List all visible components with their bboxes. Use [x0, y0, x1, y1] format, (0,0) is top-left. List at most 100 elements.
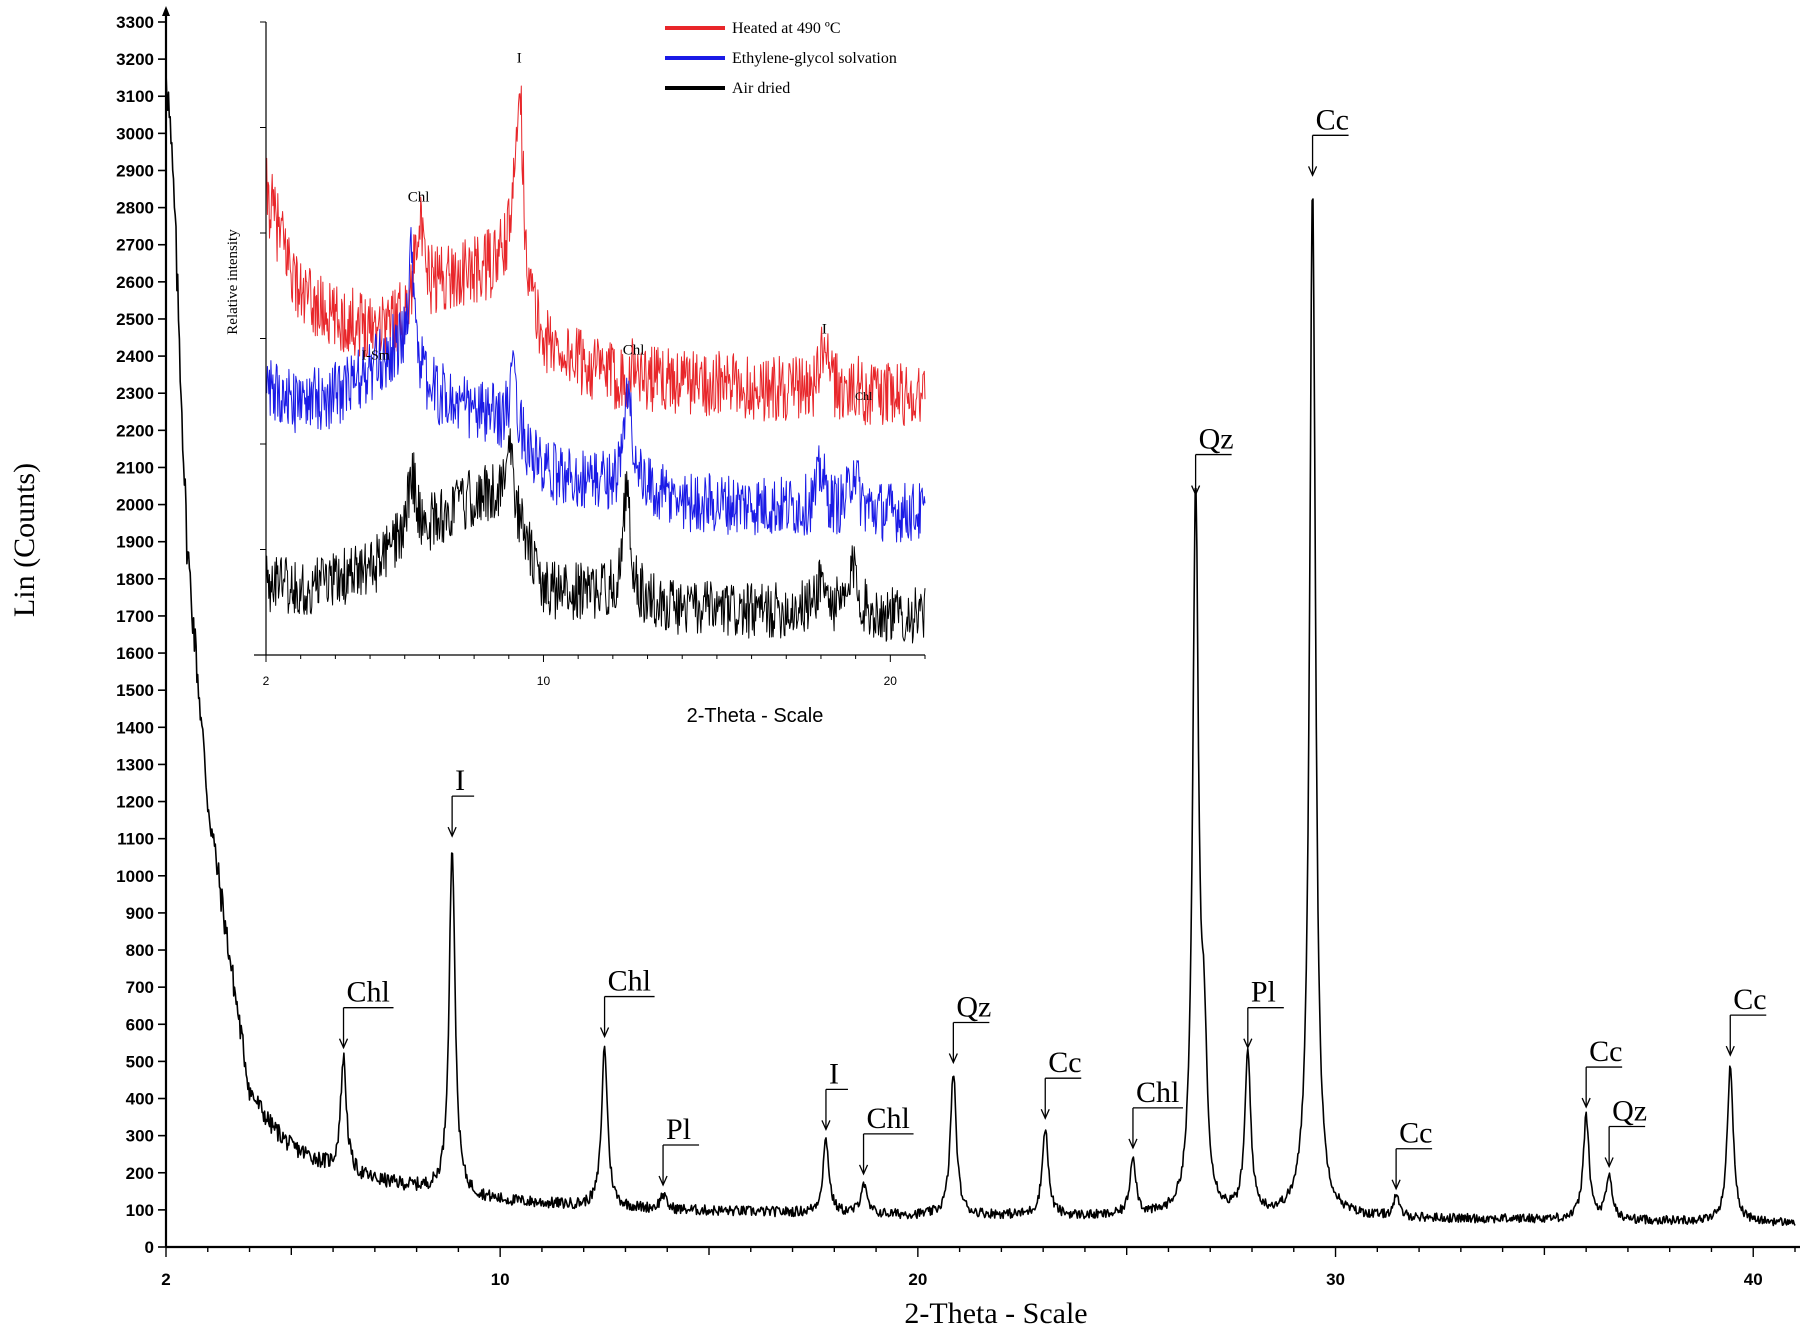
down-arrow-icon — [599, 1027, 610, 1039]
main-series-group — [165, 72, 1796, 1227]
y-tick-label: 1700 — [116, 607, 154, 626]
y-tick-label: 300 — [126, 1127, 154, 1146]
y-tick-label: 900 — [126, 904, 154, 923]
x-tick-label: 40 — [1744, 1270, 1763, 1289]
inset-peak-label: Chl — [855, 389, 873, 403]
down-arrow-icon — [338, 1038, 349, 1050]
inset-legend: Heated at 490 ºC Ethylene-glycol solvatio… — [665, 20, 897, 97]
y-tick-label: 2500 — [116, 310, 154, 329]
inset-x-axis-label: 2-Theta - Scale — [687, 705, 824, 727]
y-tick-label: 2600 — [116, 273, 154, 292]
peak-label: Pl — [1251, 976, 1276, 1009]
inset-series-line — [265, 428, 926, 644]
inset-peak-label: I — [517, 51, 522, 67]
x-tick-label: 30 — [1326, 1270, 1345, 1289]
inset-chart: Chl I Chl I Chl I-Sm 2 10 20 2-Theta - Scale Re… — [225, 20, 926, 727]
inset-x-tick-label: 2 — [263, 674, 270, 688]
down-arrow-icon — [1391, 1179, 1401, 1191]
y-tick-label: 2000 — [116, 496, 154, 515]
y-tick-label: 2900 — [116, 161, 154, 180]
y-tick-label: 3100 — [116, 87, 154, 106]
inset-peak-label: Chl — [408, 190, 430, 206]
down-arrow-icon — [658, 1175, 668, 1187]
peak-label: Cc — [1316, 103, 1349, 136]
peak-label: Cc — [1399, 1117, 1432, 1150]
peak-label: Cc — [1733, 983, 1766, 1016]
down-arrow-icon — [1191, 485, 1201, 497]
peak-label: Chl — [608, 965, 651, 998]
inset-series-group — [265, 85, 926, 644]
main-x-axis-label: 2-Theta - Scale — [904, 1297, 1087, 1330]
inset-peak-label: I — [822, 321, 827, 337]
y-tick-label: 1500 — [116, 681, 154, 700]
down-arrow-icon — [821, 1120, 831, 1131]
main-axes: 0 100 200 300 400 500 600 700 800 900 1000 1100 1200… — [116, 6, 1800, 1289]
y-tick-label: 1800 — [116, 570, 154, 589]
down-arrow-icon — [1243, 1038, 1253, 1050]
down-arrow-icon — [1307, 166, 1318, 177]
y-tick-label: 800 — [126, 941, 154, 960]
down-arrow-icon — [1040, 1108, 1050, 1120]
peak-label: Qz — [956, 991, 991, 1024]
peak-label: I — [829, 1057, 839, 1090]
y-tick-label: 2300 — [116, 384, 154, 403]
y-axis-arrow-icon — [162, 6, 170, 16]
inset-peak-label: I-Sm — [362, 349, 390, 364]
y-tick-label: 2400 — [116, 347, 154, 366]
y-tick-label: 1900 — [116, 533, 154, 552]
inset-y-axis-label: Relative intensity — [225, 229, 241, 335]
y-tick-label: 400 — [126, 1090, 154, 1109]
down-arrow-icon — [948, 1053, 958, 1065]
y-tick-label: 100 — [126, 1201, 154, 1220]
y-tick-label: 1400 — [116, 718, 154, 737]
peak-label: Pl — [666, 1113, 691, 1146]
peak-label: Cc — [1589, 1035, 1622, 1068]
inset-peak-label: Chl — [623, 343, 645, 359]
y-tick-label: 1000 — [116, 867, 154, 886]
peak-label: Chl — [347, 976, 390, 1009]
legend-label: Air dried — [732, 80, 790, 97]
y-tick-label: 1200 — [116, 793, 154, 812]
down-arrow-icon — [1725, 1045, 1735, 1057]
down-arrow-icon — [447, 826, 457, 838]
y-tick-label: 1300 — [116, 755, 154, 774]
main-peak-annotations: Chl I Chl Pl I Chl Qz Cc Chl Qz Pl Cc Cc Cc Qz Cc — [338, 103, 1767, 1191]
peak-label: Cc — [1048, 1046, 1081, 1079]
peak-label: Chl — [867, 1102, 910, 1135]
legend-label: Ethylene-glycol solvation — [732, 50, 897, 67]
peak-label: I — [455, 764, 465, 797]
inset-axes: 2 10 20 — [254, 21, 926, 688]
inset-series-line — [265, 85, 926, 426]
y-tick-label: 2100 — [116, 458, 154, 477]
main-series-line — [165, 72, 1796, 1227]
y-tick-label: 2200 — [116, 421, 154, 440]
down-arrow-icon — [1128, 1138, 1138, 1150]
y-tick-label: 3000 — [116, 124, 154, 143]
y-tick-label: 1600 — [116, 644, 154, 663]
inset-series-line — [265, 227, 926, 543]
down-arrow-icon — [1604, 1157, 1614, 1169]
main-y-axis-label: Lin (Counts) — [8, 463, 41, 617]
x-tick-label: 2 — [161, 1270, 170, 1289]
peak-label: Qz — [1199, 423, 1234, 456]
x-tick-label: 20 — [908, 1270, 927, 1289]
inset-peak-annotations: Chl I Chl I Chl I-Sm — [362, 51, 873, 403]
down-arrow-icon — [1581, 1097, 1591, 1109]
y-tick-label: 2800 — [116, 199, 154, 218]
y-tick-label: 1100 — [117, 830, 154, 849]
inset-x-tick-label: 10 — [537, 674, 551, 688]
y-tick-label: 0 — [145, 1238, 154, 1257]
y-tick-label: 3200 — [116, 50, 154, 69]
y-tick-label: 3300 — [116, 13, 154, 32]
legend-label: Heated at 490 ºC — [732, 20, 840, 37]
y-tick-label: 600 — [126, 1015, 154, 1034]
y-tick-label: 700 — [126, 978, 154, 997]
down-arrow-icon — [858, 1164, 869, 1176]
peak-label: Qz — [1612, 1094, 1647, 1127]
y-tick-label: 500 — [126, 1052, 154, 1071]
y-tick-label: 200 — [126, 1164, 154, 1183]
y-tick-label: 2700 — [116, 236, 154, 255]
inset-x-tick-label: 20 — [884, 674, 898, 688]
x-tick-label: 10 — [491, 1270, 510, 1289]
